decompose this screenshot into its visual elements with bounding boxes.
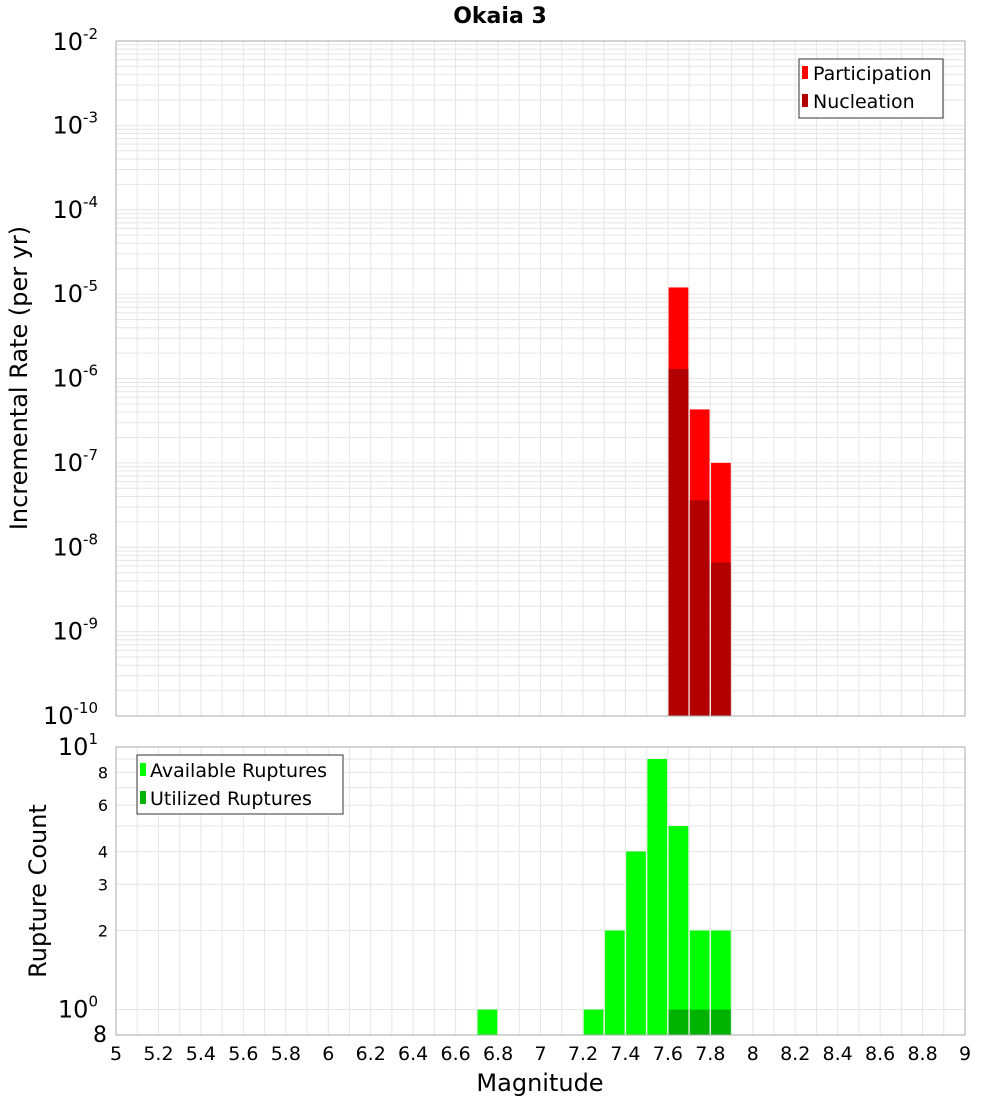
utilized-ruptures-legend-swatch xyxy=(140,791,146,804)
x-axis-label: Magnitude xyxy=(476,1069,603,1097)
top-y-tick-label: 10-5 xyxy=(52,277,98,308)
nucleation-legend-swatch xyxy=(802,94,808,107)
bottom-plot-border xyxy=(115,746,966,1036)
bottom-y-minor-tick-label: 4 xyxy=(98,842,108,861)
available-ruptures-bar xyxy=(583,1009,604,1035)
top-y-tick-label: 10-8 xyxy=(52,530,98,561)
bottom-y-minor-tick-label: 8 xyxy=(98,763,108,782)
top-y-tick-label-base: 10 xyxy=(52,196,83,224)
nucleation-bar xyxy=(689,500,710,716)
utilized-ruptures-bar xyxy=(689,1009,710,1035)
top-y-tick-label: 10-9 xyxy=(52,615,98,646)
top-y-tick-label: 10-6 xyxy=(52,362,98,393)
x-tick-label: 9 xyxy=(959,1043,971,1065)
available-ruptures-legend-label: Available Ruptures xyxy=(150,760,327,782)
top-y-tick-label-base: 10 xyxy=(52,28,83,56)
participation-legend-label: Participation xyxy=(813,63,932,85)
x-tick-label: 6.2 xyxy=(356,1043,386,1065)
x-tick-label: 5.6 xyxy=(228,1043,258,1065)
top-plot-border xyxy=(115,40,966,717)
x-tick-label: 8 xyxy=(747,1043,759,1065)
bottom-bars xyxy=(477,759,731,1035)
bottom-y-tick-label-exponent: 1 xyxy=(88,730,98,748)
top-legend: Participation Nucleation xyxy=(798,58,944,119)
top-y-tick-label: 10-10 xyxy=(43,699,98,730)
x-tick-label: 8.8 xyxy=(907,1043,937,1065)
top-y-tick-label-base: 10 xyxy=(52,365,83,393)
top-y-tick-label: 10-4 xyxy=(52,193,98,224)
bottom-y-tick-label: 101 xyxy=(58,730,98,761)
top-y-tick-label-base: 10 xyxy=(52,449,83,477)
x-tick-label: 7 xyxy=(534,1043,546,1065)
utilized-ruptures-bar xyxy=(668,1009,689,1035)
available-ruptures-bar xyxy=(668,826,689,1035)
top-y-tick-label-base: 10 xyxy=(43,702,74,730)
x-tick-label: 5 xyxy=(110,1043,122,1065)
top-y-tick-label: 10-2 xyxy=(52,25,98,56)
utilized-ruptures-bar xyxy=(711,1009,731,1035)
top-legend-box xyxy=(798,58,944,119)
top-y-tick-label-exponent: -5 xyxy=(83,277,98,295)
available-ruptures-bar xyxy=(689,930,710,1035)
available-ruptures-bar xyxy=(604,930,625,1035)
bottom-legend: Available Ruptures Utilized Ruptures xyxy=(136,754,344,815)
x-tick-label: 8.6 xyxy=(865,1043,895,1065)
x-tick-label: 7.2 xyxy=(568,1043,598,1065)
x-tick-label: 6.8 xyxy=(483,1043,513,1065)
top-y-tick-label-exponent: -3 xyxy=(83,108,98,126)
x-tick-label: 7.8 xyxy=(695,1043,725,1065)
x-tick-label: 7.4 xyxy=(610,1043,640,1065)
top-y-tick-label: 10-7 xyxy=(52,446,98,477)
bottom-y-minor-tick-label: 6 xyxy=(98,796,108,815)
top-y-tick-label-exponent: -8 xyxy=(83,530,98,548)
bottom-y-bottom-tick-label: 8 xyxy=(93,1023,107,1048)
available-ruptures-bar xyxy=(711,930,731,1035)
bottom-y-tick-label-base: 10 xyxy=(58,733,89,761)
x-tick-label: 7.6 xyxy=(653,1043,683,1065)
top-gridlines xyxy=(116,41,965,717)
bottom-y-minor-tick-label: 3 xyxy=(98,875,108,894)
top-bars xyxy=(668,287,731,716)
bottom-y-tick-label-base: 10 xyxy=(58,996,89,1024)
x-tick-label: 8.2 xyxy=(780,1043,810,1065)
available-ruptures-bar xyxy=(477,1009,498,1035)
bottom-legend-box xyxy=(136,754,344,815)
x-tick-label: 5.8 xyxy=(271,1043,301,1065)
chart-title: Okaia 3 xyxy=(453,4,547,29)
available-ruptures-bar xyxy=(647,759,668,1035)
top-y-tick-label-exponent: -6 xyxy=(83,362,98,380)
x-tick-label: 6.4 xyxy=(398,1043,428,1065)
nucleation-bar xyxy=(711,562,731,716)
top-y-axis-label: Incremental Rate (per yr) xyxy=(5,226,33,530)
x-tick-label: 8.4 xyxy=(823,1043,853,1065)
top-y-tick-label-exponent: -10 xyxy=(74,699,99,717)
bottom-y-tick-label-exponent: 0 xyxy=(88,993,98,1011)
x-tick-label: 6.6 xyxy=(440,1043,470,1065)
participation-legend-swatch xyxy=(802,66,808,79)
top-y-tick-labels: 10-210-310-410-510-610-710-810-910-10 xyxy=(43,25,98,730)
utilized-ruptures-legend-label: Utilized Ruptures xyxy=(150,788,312,810)
nucleation-bar xyxy=(668,368,689,716)
top-y-tick-label-base: 10 xyxy=(52,618,83,646)
top-y-tick-label-base: 10 xyxy=(52,533,83,561)
available-ruptures-bar xyxy=(626,851,646,1035)
nucleation-legend-label: Nucleation xyxy=(813,91,915,113)
top-y-tick-label-base: 10 xyxy=(52,111,83,139)
x-tick-labels: 5 5.2 5.4 5.6 5.8 6 6.2 6.4 6.6 6.8 7 7.2 7.4 7.6 7.8 8… xyxy=(110,1043,971,1065)
x-tick-label: 6 xyxy=(322,1043,334,1065)
top-y-tick-label: 10-3 xyxy=(52,108,98,139)
bottom-y-minor-tick-label: 2 xyxy=(98,922,108,941)
top-y-tick-label-exponent: -9 xyxy=(83,615,98,633)
top-y-tick-label-exponent: -4 xyxy=(83,193,98,211)
x-tick-label: 5.4 xyxy=(186,1043,216,1065)
bottom-y-tick-label: 100 xyxy=(58,993,98,1024)
bottom-y-axis-label: Rupture Count xyxy=(24,804,52,978)
top-y-tick-label-base: 10 xyxy=(52,280,83,308)
available-ruptures-legend-swatch xyxy=(140,763,146,776)
top-y-tick-label-exponent: -2 xyxy=(83,25,98,43)
top-y-tick-label-exponent: -7 xyxy=(83,446,98,464)
x-tick-label: 5.2 xyxy=(143,1043,173,1065)
